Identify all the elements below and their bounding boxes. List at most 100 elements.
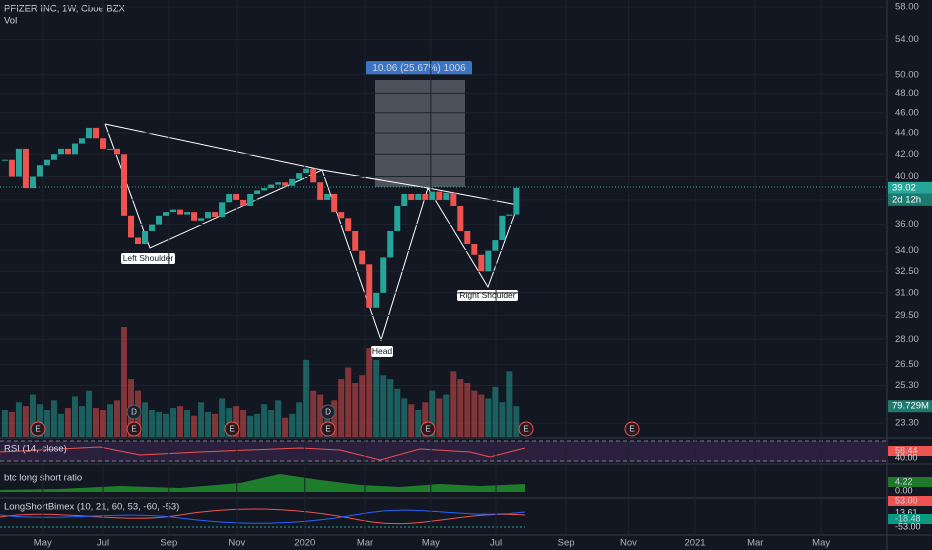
volume-bar bbox=[478, 394, 485, 437]
candle bbox=[296, 173, 303, 179]
volume-bar bbox=[8, 411, 15, 437]
candle bbox=[289, 178, 296, 186]
y-tick-label: 42.00 bbox=[895, 149, 919, 160]
candle bbox=[233, 193, 240, 200]
candle bbox=[43, 159, 50, 166]
event-label: E bbox=[229, 425, 234, 434]
candle bbox=[436, 191, 443, 200]
x-tick-label: Nov bbox=[228, 538, 245, 549]
volume-bar bbox=[254, 413, 261, 437]
x-tick-label: Sep bbox=[160, 538, 177, 549]
volume-bar bbox=[303, 359, 310, 437]
event-marker bbox=[224, 421, 240, 437]
volume-bar bbox=[289, 413, 296, 437]
volume-bar bbox=[22, 406, 29, 437]
volume-bar bbox=[345, 367, 352, 437]
candle bbox=[142, 230, 149, 245]
volume-bar bbox=[373, 359, 380, 437]
candle bbox=[380, 257, 387, 293]
pane-tag bbox=[888, 477, 932, 487]
candle bbox=[184, 212, 191, 215]
pane-label: 53.00 bbox=[895, 495, 918, 505]
volume-bar bbox=[142, 402, 149, 437]
x-tick-label: 2020 bbox=[294, 538, 315, 549]
event-label: D bbox=[325, 408, 331, 417]
volume-bar bbox=[1, 409, 8, 437]
volume-tag bbox=[888, 400, 932, 413]
volume-bar bbox=[380, 375, 387, 437]
candle bbox=[99, 138, 106, 149]
candle bbox=[450, 192, 457, 206]
candle bbox=[135, 237, 142, 245]
volume-bar bbox=[296, 402, 303, 437]
volume-bar bbox=[261, 404, 268, 437]
volume-bar bbox=[443, 394, 450, 437]
volume-bar bbox=[106, 404, 113, 437]
y-tick-label: 58.00 bbox=[895, 2, 919, 13]
candle bbox=[128, 215, 135, 238]
volume-bar bbox=[485, 398, 492, 437]
y-tick-label: 32.50 bbox=[895, 266, 919, 277]
candle bbox=[317, 182, 324, 200]
y-tick-label: 28.00 bbox=[895, 334, 919, 345]
volume-bar bbox=[275, 400, 282, 437]
event-label: E bbox=[325, 425, 330, 434]
volume-bar bbox=[422, 402, 429, 437]
candle bbox=[163, 212, 170, 216]
x-tick-label: Nov bbox=[620, 538, 637, 549]
volume-bar bbox=[92, 408, 99, 437]
y-tick-label: 26.50 bbox=[895, 359, 919, 370]
y-tick-label: 31.00 bbox=[895, 287, 919, 298]
volume-bar bbox=[15, 402, 22, 437]
candle bbox=[387, 230, 394, 258]
event-marker bbox=[30, 421, 46, 437]
volume-bar bbox=[436, 398, 443, 437]
candle bbox=[443, 192, 450, 200]
event-marker bbox=[518, 421, 534, 437]
volume-bar bbox=[163, 413, 170, 437]
volume-bar bbox=[415, 409, 422, 437]
annotation: Left Shoulder bbox=[123, 253, 174, 263]
candle bbox=[198, 218, 205, 221]
candle bbox=[338, 212, 345, 219]
candle bbox=[471, 244, 478, 255]
volume-bar bbox=[219, 398, 226, 437]
candle bbox=[394, 205, 401, 231]
countdown-tag bbox=[888, 193, 932, 206]
price-label: 39.02 bbox=[892, 182, 916, 193]
volume-bar bbox=[366, 348, 373, 437]
candle bbox=[408, 193, 415, 200]
candle bbox=[170, 209, 177, 213]
volume-label: 79.729M bbox=[892, 401, 929, 412]
volume-bar bbox=[184, 409, 191, 437]
candle bbox=[191, 212, 198, 221]
candle bbox=[156, 215, 163, 225]
candle bbox=[114, 148, 121, 155]
candle bbox=[92, 127, 99, 139]
candle bbox=[8, 159, 15, 177]
volume-bar bbox=[198, 402, 205, 437]
x-tick-label: May bbox=[812, 538, 830, 549]
pane-label: -18.48 bbox=[895, 513, 921, 523]
pane-label: 13.61 bbox=[895, 507, 918, 517]
pane-label: 0.00 bbox=[895, 485, 913, 495]
candle bbox=[373, 292, 380, 308]
pane-label: 40.00 bbox=[895, 452, 918, 462]
event-marker bbox=[320, 404, 336, 420]
candle bbox=[36, 165, 43, 177]
candle bbox=[303, 168, 310, 174]
candle bbox=[310, 168, 317, 183]
volume-bar bbox=[268, 409, 275, 437]
volume-bar bbox=[121, 327, 128, 437]
event-label: E bbox=[629, 425, 634, 434]
x-tick-label: Mar bbox=[747, 538, 763, 549]
countdown-label: 2d 12h bbox=[892, 194, 921, 205]
volume-bar bbox=[78, 406, 85, 437]
candle bbox=[149, 224, 156, 231]
volume-bar bbox=[408, 404, 415, 437]
volume-bar bbox=[57, 413, 64, 437]
x-tick-label: 2021 bbox=[684, 538, 705, 549]
volume-bar bbox=[331, 400, 338, 437]
